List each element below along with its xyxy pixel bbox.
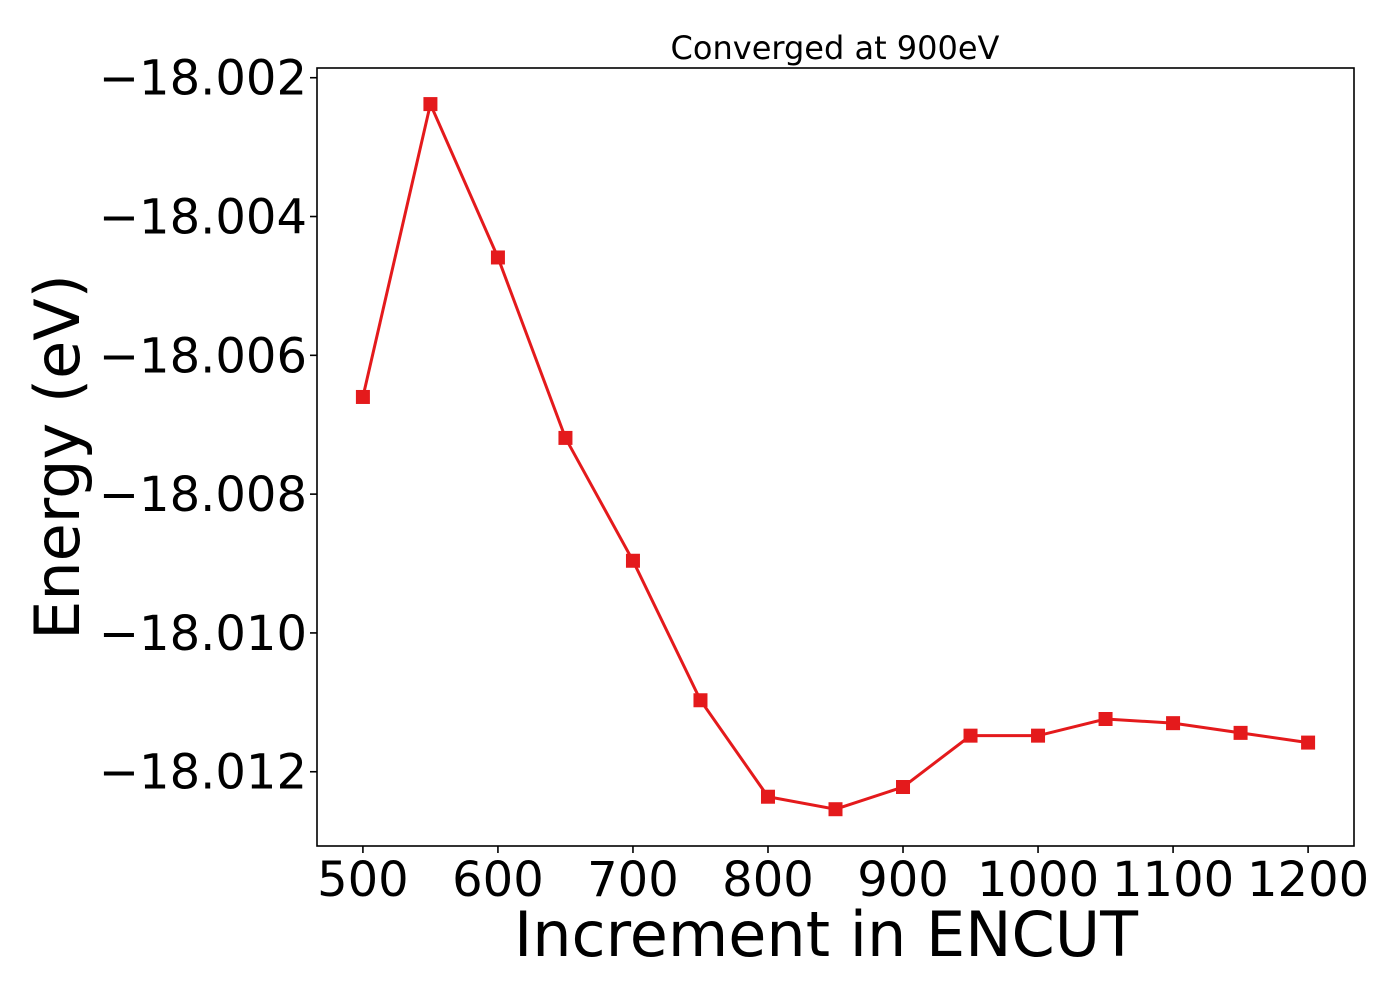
x-tick-label: 1200 (1247, 852, 1369, 908)
series-markers (355, 97, 1316, 817)
x-tick-label: 600 (452, 852, 544, 908)
x-axis-label: Increment in ENCUT (514, 898, 1139, 971)
x-tick-label: 800 (722, 852, 814, 908)
y-axis-ticks: −18.012 −18.010 −18.008 −18.006 −18.004 −18.0… (99, 51, 317, 801)
x-tick-label: 1000 (977, 852, 1099, 908)
data-point (1233, 725, 1248, 740)
x-tick-label: 500 (317, 852, 409, 908)
data-point (558, 430, 573, 445)
y-tick-label: −18.006 (99, 328, 307, 384)
data-point (963, 728, 978, 743)
y-tick-label: −18.004 (99, 190, 307, 246)
data-point (693, 693, 708, 708)
y-tick-label: −18.008 (99, 467, 307, 523)
data-point (423, 97, 438, 112)
data-point (1098, 711, 1113, 726)
y-axis-label: Energy (eV) (21, 274, 94, 640)
data-point (760, 789, 775, 804)
x-tick-label: 900 (857, 852, 949, 908)
plot-area (316, 67, 1355, 847)
chart-title: Converged at 900eV (671, 29, 1000, 67)
y-tick-label: −18.010 (99, 606, 307, 662)
data-point (625, 553, 640, 568)
x-tick-label: 1100 (1112, 852, 1234, 908)
data-point (1031, 728, 1046, 743)
data-point (828, 802, 843, 817)
data-point (1166, 716, 1181, 731)
x-tick-label: 700 (587, 852, 679, 908)
data-point (490, 250, 505, 265)
data-point (896, 780, 911, 795)
y-tick-label: −18.012 (99, 745, 307, 801)
y-tick-label: −18.002 (99, 51, 307, 107)
data-point (355, 389, 370, 404)
data-point (1301, 735, 1316, 750)
x-axis-ticks: 500 600 700 800 900 1000 1100 1200 (317, 846, 1369, 908)
